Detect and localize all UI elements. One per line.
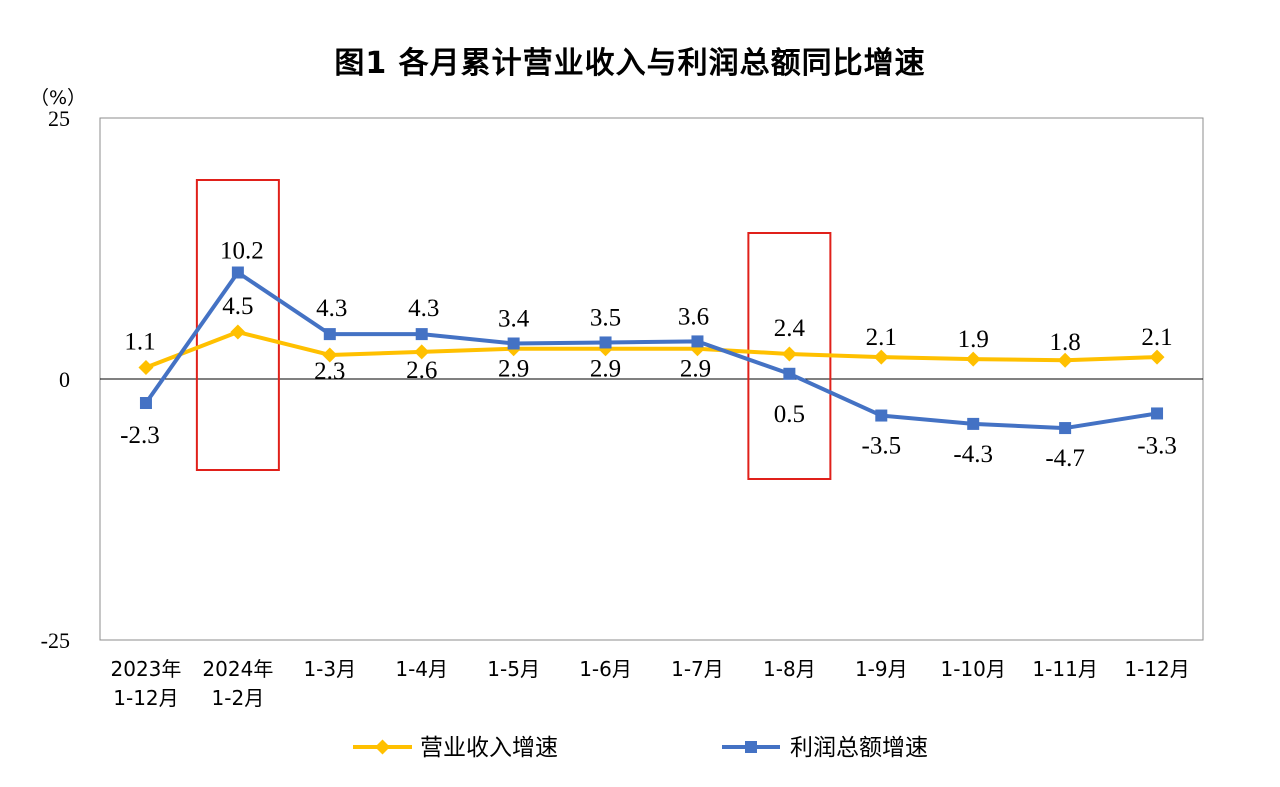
data-point-square <box>875 409 888 422</box>
data-label-profit: 3.6 <box>678 303 709 330</box>
legend-item-revenue: 营业收入增速 <box>353 735 558 761</box>
data-point-square <box>231 266 244 279</box>
x-tick-label: 2023年 <box>111 657 182 681</box>
data-point-diamond <box>322 347 338 363</box>
series-line-revenue <box>143 330 1160 370</box>
data-point-square <box>1151 407 1164 420</box>
data-label-profit: 4.3 <box>408 295 439 322</box>
legend-diamond-marker <box>375 739 390 755</box>
y-tick-label: 0 <box>59 367 70 392</box>
x-tick-label: 1-11月 <box>1032 657 1097 681</box>
data-label-revenue: 2.1 <box>1141 324 1172 351</box>
x-tick-label: 1-3月 <box>303 657 356 681</box>
data-point-square <box>139 397 152 410</box>
data-point-diamond <box>230 324 246 340</box>
series-line-profit <box>143 270 1160 431</box>
data-label-profit: 3.4 <box>498 306 530 333</box>
x-tick-label: 1-7月 <box>671 657 724 681</box>
data-point-square <box>599 336 612 349</box>
data-point-diamond <box>138 360 154 376</box>
x-tick-label: 2024年 <box>202 657 273 681</box>
x-tick-label: 1-12月 <box>113 686 178 710</box>
data-point-square <box>323 328 336 341</box>
data-label-revenue: 2.1 <box>866 324 897 351</box>
data-label-revenue: 1.9 <box>958 326 989 353</box>
data-label-revenue: 2.9 <box>590 356 621 383</box>
data-label-revenue: 2.9 <box>680 356 711 383</box>
data-label-profit: 4.3 <box>316 295 347 322</box>
data-label-revenue: 2.6 <box>406 357 437 384</box>
data-label-revenue: 1.8 <box>1050 329 1081 356</box>
y-tick-label: -25 <box>41 628 70 653</box>
legend-label: 利润总额增速 <box>790 735 928 761</box>
data-point-square <box>415 328 428 341</box>
data-label-revenue: 2.4 <box>774 315 806 342</box>
data-point-diamond <box>1057 352 1073 368</box>
data-point-square <box>691 335 704 348</box>
legend-item-profit: 利润总额增速 <box>722 735 928 761</box>
legend-label: 营业收入增速 <box>420 735 558 761</box>
x-tick-label: 1-12月 <box>1124 657 1189 681</box>
chart-title: 图1 各月累计营业收入与利润总额同比增速 <box>334 46 926 81</box>
data-label-profit: 10.2 <box>220 238 264 265</box>
x-tick-label: 1-6月 <box>579 657 632 681</box>
highlight-box <box>195 179 280 471</box>
data-label-profit: 0.5 <box>774 401 805 428</box>
data-point-diamond <box>873 349 889 365</box>
data-point-square <box>1059 422 1072 435</box>
data-label-profit: -3.3 <box>1137 432 1177 459</box>
data-point-diamond <box>414 344 430 360</box>
data-point-square <box>783 367 796 380</box>
x-tick-label: 1-4月 <box>395 657 448 681</box>
x-tick-label: 1-8月 <box>763 657 816 681</box>
data-label-profit: -4.7 <box>1045 445 1085 472</box>
data-point-square <box>967 417 980 430</box>
data-label-profit: -3.5 <box>862 433 902 460</box>
data-label-revenue: 4.5 <box>222 293 253 320</box>
data-point-diamond <box>965 351 981 367</box>
y-axis-unit-label: （%） <box>30 87 86 109</box>
data-point-diamond <box>781 346 797 362</box>
x-tick-label: 1-5月 <box>487 657 540 681</box>
data-label-profit: -2.3 <box>120 422 160 449</box>
data-label-revenue: 2.3 <box>314 358 345 385</box>
x-tick-label: 1-9月 <box>855 657 908 681</box>
x-tick-label: 1-10月 <box>941 657 1006 681</box>
data-label-profit: -4.3 <box>953 441 993 468</box>
data-point-square <box>507 337 520 350</box>
legend-square-marker <box>745 741 757 753</box>
y-tick-label: 25 <box>48 106 70 131</box>
data-point-diamond <box>1149 349 1165 365</box>
data-label-profit: 3.5 <box>590 304 621 331</box>
x-tick-label: 1-2月 <box>212 686 265 710</box>
data-label-revenue: 2.9 <box>498 356 529 383</box>
data-label-revenue: 1.1 <box>124 329 155 356</box>
